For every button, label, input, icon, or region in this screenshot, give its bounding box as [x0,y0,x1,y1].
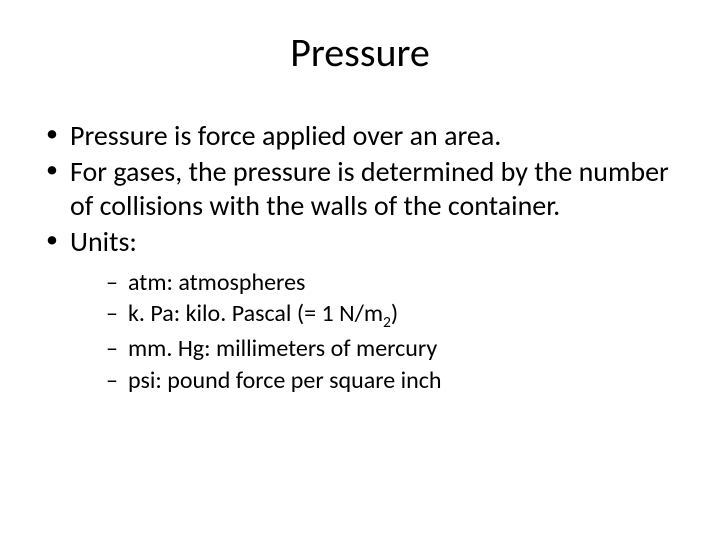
sub-bullet-rest: atmospheres [178,268,305,297]
slide-title: Pressure [40,28,680,77]
bullet-item: For gases, the pressure is determined by… [40,155,680,223]
bullet-text: Pressure is force applied over an area. [70,118,501,153]
bullet-item: Units: atm: atmospheres k. Pa: kilo. Pas… [40,225,680,396]
sub-bullet-prefix: psi: [128,366,167,395]
sub-bullet-prefix: k. Pa: [128,299,186,328]
subscript: 2 [383,313,391,332]
sub-bullet-prefix: atm: [128,268,178,297]
sub-bullet-item: psi: pound force per square inch [104,366,680,397]
sub-bullet-item: atm: atmospheres [104,268,680,299]
sub-bullet-tail: ) [391,299,398,328]
bullet-list: Pressure is force applied over an area. … [40,119,680,397]
sub-bullet-rest: kilo. Pascal (= 1 N/m [186,299,383,328]
sub-bullet-list: atm: atmospheres k. Pa: kilo. Pascal (= … [70,268,680,397]
bullet-item: Pressure is force applied over an area. [40,119,680,153]
sub-bullet-item: mm. Hg: millimeters of mercury [104,334,680,365]
sub-bullet-item: k. Pa: kilo. Pascal (= 1 N/m2) [104,299,680,333]
sub-bullet-rest: pound force per square inch [167,366,441,395]
sub-bullet-rest: millimeters of mercury [216,334,437,363]
bullet-text: For gases, the pressure is determined by… [70,154,669,223]
bullet-text: Units: [70,224,137,259]
sub-bullet-prefix: mm. Hg: [128,334,216,363]
